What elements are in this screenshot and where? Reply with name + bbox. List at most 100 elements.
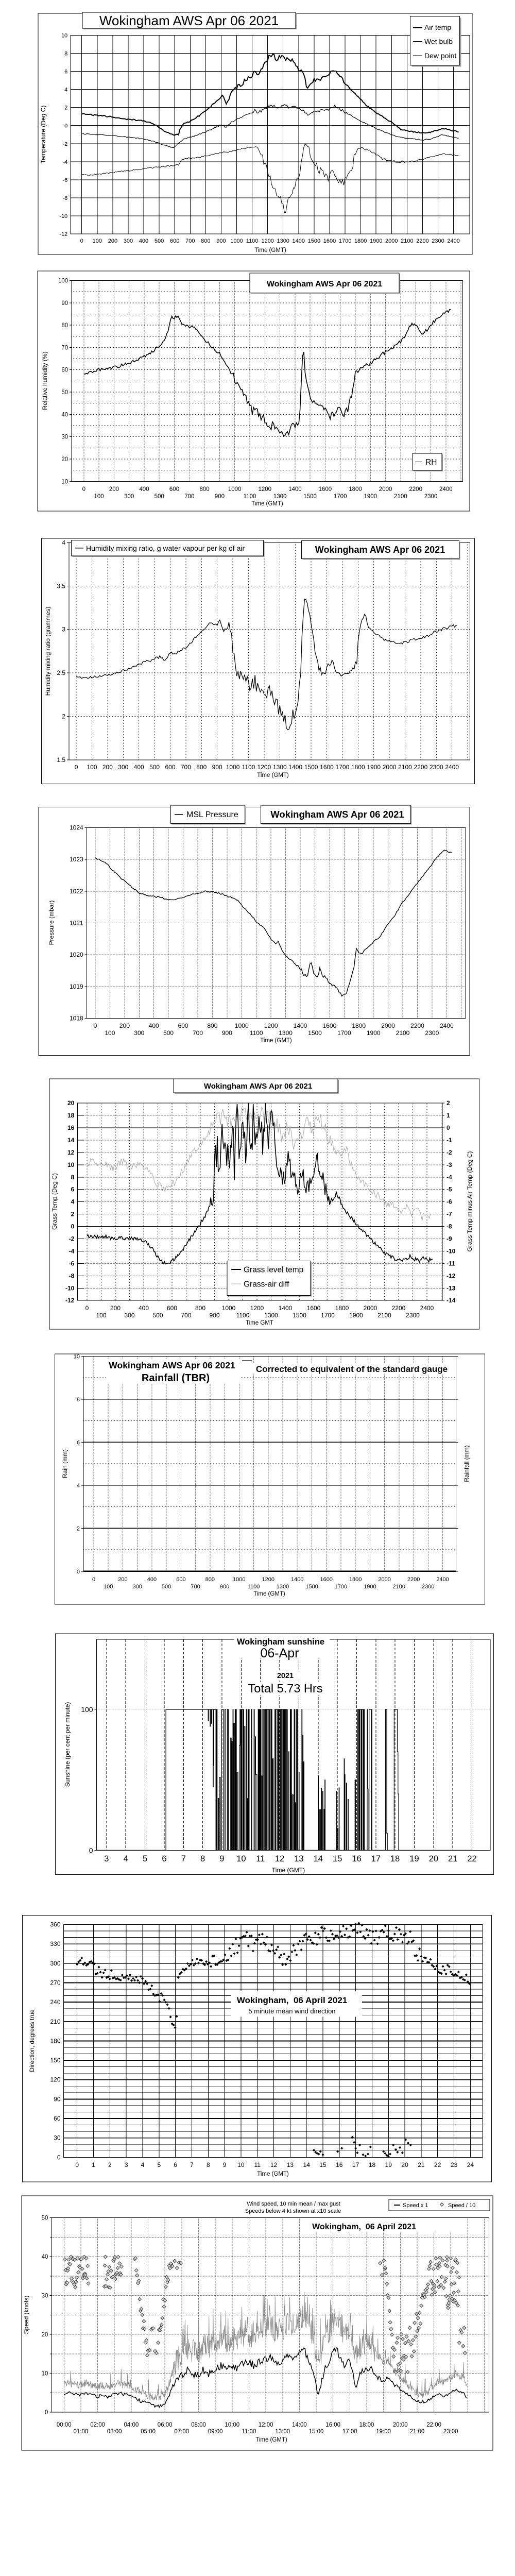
svg-text:1400: 1400: [293, 238, 305, 244]
svg-text:400: 400: [149, 1022, 159, 1029]
svg-text:3: 3: [104, 1854, 109, 1863]
svg-text:900: 900: [209, 1312, 219, 1319]
svg-text:Time (GMT): Time (GMT): [272, 1867, 305, 1874]
svg-text:2400: 2400: [439, 486, 453, 493]
svg-text:2400: 2400: [440, 1022, 454, 1029]
svg-text:17: 17: [352, 2161, 359, 2168]
svg-text:2400: 2400: [447, 238, 459, 244]
svg-text:Grass Temp minus Air Temp (Deg: Grass Temp minus Air Temp (Deg C): [466, 1151, 473, 1252]
svg-text:11: 11: [256, 1854, 265, 1863]
svg-text:14:00: 14:00: [292, 2422, 307, 2428]
svg-text:900: 900: [222, 1029, 232, 1037]
svg-text:1500: 1500: [293, 1312, 306, 1319]
svg-text:1500: 1500: [304, 764, 318, 771]
svg-text:1500: 1500: [305, 1584, 318, 1590]
svg-text:9: 9: [219, 1854, 224, 1863]
svg-text:1800: 1800: [351, 764, 365, 771]
svg-text:300: 300: [50, 1960, 60, 1967]
svg-text:2300: 2300: [425, 1029, 439, 1037]
svg-text:13: 13: [287, 2161, 294, 2168]
svg-text:2: 2: [77, 1526, 80, 1532]
svg-text:03:00: 03:00: [107, 2429, 122, 2435]
svg-text:180: 180: [50, 2037, 60, 2044]
svg-text:Pressure (mbar): Pressure (mbar): [48, 901, 55, 945]
svg-text:6: 6: [64, 69, 67, 75]
svg-text:270: 270: [50, 1979, 60, 1987]
svg-text:Wet bulb: Wet bulb: [424, 38, 453, 46]
svg-text:1100: 1100: [242, 764, 255, 771]
svg-text:04:00: 04:00: [124, 2422, 139, 2428]
svg-text:30: 30: [54, 2134, 61, 2142]
svg-text:1021: 1021: [70, 920, 83, 927]
svg-text:1300: 1300: [273, 494, 287, 500]
svg-text:50: 50: [61, 389, 68, 396]
svg-text:RH: RH: [425, 458, 437, 467]
svg-text:2021: 2021: [277, 1672, 294, 1680]
svg-text:400: 400: [134, 764, 144, 771]
svg-text:2400: 2400: [445, 764, 459, 771]
svg-text:100: 100: [81, 1705, 93, 1714]
svg-text:00:00: 00:00: [57, 2422, 72, 2428]
svg-text:20: 20: [61, 456, 68, 463]
svg-text:80: 80: [61, 323, 68, 329]
svg-text:Time (GMT): Time (GMT): [253, 1591, 285, 1597]
svg-text:16: 16: [67, 1124, 75, 1131]
svg-text:1800: 1800: [349, 486, 362, 493]
svg-text:10: 10: [74, 1353, 80, 1360]
svg-text:Time (GMT): Time (GMT): [257, 2171, 289, 2177]
svg-text:Speed / 10: Speed / 10: [448, 2202, 475, 2209]
svg-text:10: 10: [61, 479, 68, 485]
svg-text:1100: 1100: [244, 494, 256, 500]
svg-text:800: 800: [201, 238, 210, 244]
svg-text:1400: 1400: [291, 1577, 303, 1583]
svg-text:600: 600: [169, 486, 179, 493]
svg-text:1100: 1100: [246, 238, 259, 244]
svg-text:10: 10: [236, 1854, 246, 1863]
svg-text:18: 18: [369, 2161, 376, 2168]
svg-text:18:00: 18:00: [359, 2422, 374, 2428]
svg-text:Time (GMT): Time (GMT): [260, 1038, 292, 1044]
svg-text:2100: 2100: [398, 764, 412, 771]
svg-text:1500: 1500: [303, 494, 317, 500]
svg-text:12:00: 12:00: [259, 2422, 273, 2428]
svg-text:-13: -13: [447, 1284, 456, 1292]
svg-text:17:00: 17:00: [342, 2429, 357, 2435]
svg-text:13:00: 13:00: [275, 2429, 290, 2435]
svg-text:300: 300: [124, 238, 133, 244]
svg-text:19: 19: [409, 1854, 419, 1863]
svg-text:14: 14: [314, 1854, 323, 1863]
svg-text:20:00: 20:00: [393, 2422, 408, 2428]
svg-text:16: 16: [352, 1854, 361, 1863]
svg-text:10: 10: [67, 1161, 75, 1168]
svg-text:16:00: 16:00: [325, 2422, 340, 2428]
svg-text:1300: 1300: [279, 1029, 293, 1037]
svg-text:2200: 2200: [410, 1022, 424, 1029]
svg-text:100: 100: [104, 1584, 113, 1590]
svg-text:5 minute mean wind direction: 5 minute mean wind direction: [248, 2007, 335, 2015]
svg-text:22: 22: [434, 2161, 441, 2168]
svg-text:1500: 1500: [308, 1029, 322, 1037]
svg-text:1600: 1600: [319, 486, 332, 493]
svg-text:02:00: 02:00: [90, 2422, 105, 2428]
svg-text:Wokingham, 06 April 2021: Wokingham, 06 April 2021: [312, 2223, 416, 2231]
svg-text:14: 14: [67, 1137, 75, 1144]
svg-text:Rain (mm): Rain (mm): [61, 1449, 68, 1478]
svg-text:1600: 1600: [323, 238, 336, 244]
svg-text:11:00: 11:00: [242, 2429, 256, 2435]
svg-text:1: 1: [92, 2161, 95, 2168]
svg-text:-4: -4: [62, 159, 67, 165]
svg-text:22: 22: [467, 1854, 476, 1863]
svg-text:3.5: 3.5: [57, 582, 65, 589]
svg-text:50: 50: [42, 2215, 48, 2222]
svg-text:1700: 1700: [336, 764, 350, 771]
svg-text:1400: 1400: [294, 1022, 307, 1029]
svg-text:700: 700: [193, 1029, 203, 1037]
svg-text:Time GMT: Time GMT: [246, 1320, 273, 1326]
svg-text:600: 600: [167, 1304, 177, 1312]
svg-text:120: 120: [50, 2076, 60, 2083]
svg-text:1000: 1000: [235, 1022, 249, 1029]
svg-text:-8: -8: [62, 195, 67, 201]
svg-text:Time (GMT): Time (GMT): [257, 772, 289, 778]
svg-text:Wokingham, 06 April 2021: Wokingham, 06 April 2021: [237, 1995, 347, 2005]
svg-text:700: 700: [185, 238, 195, 244]
